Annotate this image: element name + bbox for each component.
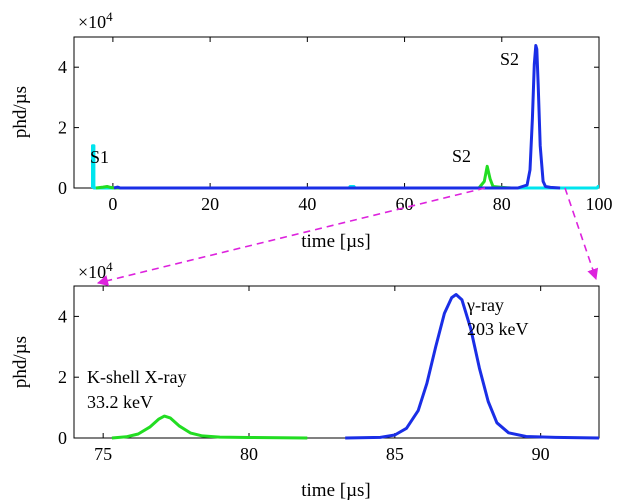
bottom-y-axis: 0 2 4 xyxy=(58,306,599,448)
series-line-2 xyxy=(95,164,512,190)
top-y-axis: 0 2 4 xyxy=(58,57,599,198)
bottom-panel: 0 2 4 75 80 85 90 ×104 phd/µs time [µs] K-she… xyxy=(10,259,600,501)
zoom-arrow-right xyxy=(564,187,599,281)
x-tick-label: 100 xyxy=(586,194,613,214)
x-tick-label: 40 xyxy=(298,194,316,214)
annotation-kshell: K-shell X-ray 33.2 keV xyxy=(87,367,191,412)
x-tick-label: 80 xyxy=(240,444,258,464)
series-line-3 xyxy=(113,44,561,190)
x-tick-label: 85 xyxy=(386,444,404,464)
bottom-y-multiplier: ×104 xyxy=(78,259,113,282)
x-tick-label: 20 xyxy=(201,194,219,214)
annotation-gamma: γ-ray 203 keV xyxy=(466,295,529,339)
top-panel: 0 2 4 0 20 40 60 80 100 ×104 phd/µs time [µs] S… xyxy=(10,9,613,252)
top-series xyxy=(91,44,600,190)
y-tick-label: 4 xyxy=(58,306,67,326)
x-tick-label: 90 xyxy=(532,444,550,464)
series-line-2 xyxy=(345,293,600,440)
x-tick-label: 80 xyxy=(493,194,511,214)
top-y-multiplier: ×104 xyxy=(78,9,113,32)
y-tick-label: 0 xyxy=(58,428,67,448)
bottom-y-label: phd/µs xyxy=(10,336,31,388)
bottom-series xyxy=(111,293,600,440)
y-tick-label: 4 xyxy=(58,57,67,77)
y-tick-label: 0 xyxy=(58,178,67,198)
series-line-1 xyxy=(91,144,600,190)
series-line-1 xyxy=(111,414,308,440)
x-tick-label: 75 xyxy=(94,444,112,464)
annotation-s2-blue: S2 xyxy=(500,49,519,69)
annotation-s1: S1 xyxy=(90,147,109,167)
top-x-label: time [µs] xyxy=(301,231,371,252)
zoom-arrow-left xyxy=(96,187,486,287)
bottom-x-label: time [µs] xyxy=(301,480,371,501)
top-y-label: phd/µs xyxy=(10,86,31,138)
y-tick-label: 2 xyxy=(58,367,67,387)
top-plot-frame xyxy=(73,36,600,189)
bottom-x-axis: 75 80 85 90 xyxy=(94,286,550,464)
x-tick-label: 60 xyxy=(396,194,414,214)
annotation-s2-green: S2 xyxy=(452,146,471,166)
bottom-plot-frame xyxy=(73,285,600,439)
x-tick-label: 0 xyxy=(108,194,117,214)
y-tick-label: 2 xyxy=(58,118,67,138)
top-x-axis: 0 20 40 60 80 100 xyxy=(108,37,613,214)
